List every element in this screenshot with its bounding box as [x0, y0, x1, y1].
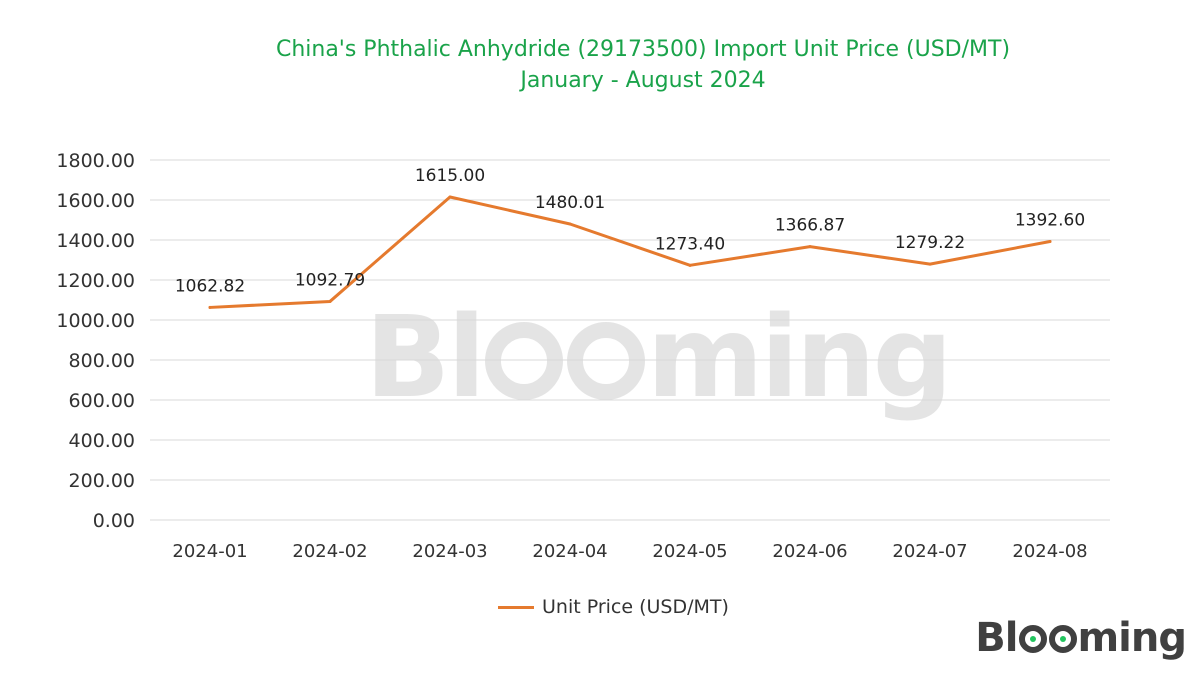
x-tick-label: 2024-08 [1012, 541, 1087, 562]
chart-title-line1: China's Phthalic Anhydride (29173500) Im… [275, 37, 1011, 62]
data-point [1048, 239, 1052, 243]
data-label: 1392.60 [1015, 210, 1085, 230]
brand-logo: Bl ming [975, 615, 1187, 661]
data-label: 1615.00 [415, 166, 485, 186]
data-point [688, 263, 692, 267]
x-tick-label: 2024-06 [772, 541, 847, 562]
chart-title: China's Phthalic Anhydride (29173500) Im… [0, 34, 1200, 96]
x-tick-label: 2024-02 [292, 541, 367, 562]
data-point [568, 222, 572, 226]
x-tick-label: 2024-05 [652, 541, 727, 562]
y-tick-label: 0.00 [93, 510, 135, 532]
data-label: 1092.79 [295, 270, 365, 290]
y-tick-label: 1800.00 [56, 150, 135, 172]
data-point [328, 299, 332, 303]
data-label: 1279.22 [895, 233, 965, 253]
chart-subtitle: January - August 2024 [520, 68, 766, 93]
y-tick-label: 1400.00 [56, 230, 135, 252]
data-point [208, 305, 212, 309]
y-tick-label: 600.00 [69, 390, 135, 412]
x-tick-label: 2024-07 [892, 541, 967, 562]
y-tick-label: 200.00 [69, 470, 135, 492]
legend: Unit Price (USD/MT) [498, 596, 729, 618]
legend-swatch [498, 605, 534, 609]
y-tick-label: 1200.00 [56, 270, 135, 292]
y-axis-ticks: 0.00 200.00 400.00 600.00 800.00 1000.00 1200.… [56, 150, 135, 532]
data-point [448, 195, 452, 199]
data-label: 1480.01 [535, 193, 605, 213]
y-tick-label: 400.00 [69, 430, 135, 452]
y-tick-label: 1600.00 [56, 190, 135, 212]
x-tick-label: 2024-01 [172, 541, 247, 562]
y-tick-label: 1000.00 [56, 310, 135, 332]
grid-lines [150, 159, 1110, 521]
legend-label: Unit Price (USD/MT) [542, 596, 729, 618]
data-label: 1366.87 [775, 216, 845, 236]
x-tick-label: 2024-04 [532, 541, 607, 562]
series-line [208, 195, 1052, 309]
data-label: 1273.40 [655, 234, 725, 254]
data-point [808, 245, 812, 249]
data-point [928, 262, 932, 266]
y-tick-label: 800.00 [69, 350, 135, 372]
data-label: 1062.82 [175, 276, 245, 296]
x-axis-ticks: 2024-01 2024-02 2024-03 2024-04 2024-05 2024-… [172, 541, 1087, 562]
series-group [208, 195, 1052, 309]
x-tick-label: 2024-03 [412, 541, 487, 562]
data-labels: 1062.82 1092.79 1615.00 1480.01 1273.40 1366.… [175, 166, 1085, 296]
